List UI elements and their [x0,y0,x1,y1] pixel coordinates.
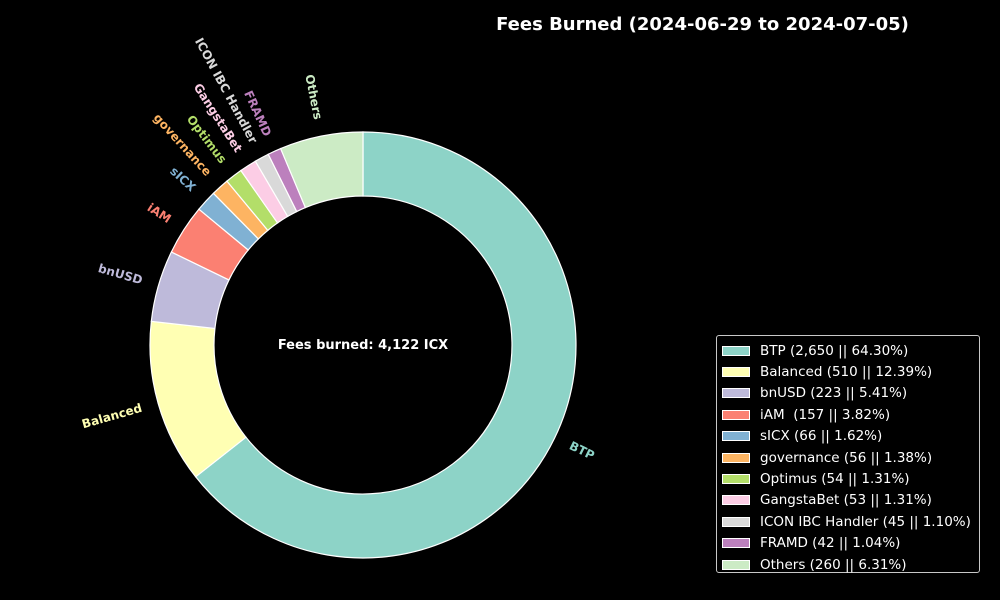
legend-swatch [722,538,750,549]
slice-label-others: Others [302,73,325,121]
legend-label: bnUSD (223 || 5.41%) [760,385,908,402]
legend-swatch [722,559,750,570]
slice-others [279,131,364,209]
legend-label: Others (260 || 6.31%) [760,556,907,573]
legend-item-governance: governance (56 || 1.38%) [722,447,979,468]
legend-swatch [722,388,750,399]
legend-swatch [722,452,750,463]
legend-item-balanced: Balanced (510 || 12.39%) [722,361,979,382]
legend-item-optimus: Optimus (54 || 1.31%) [722,468,979,489]
slice-label-sicx: sICX [167,164,199,195]
legend-label: governance (56 || 1.38%) [760,449,933,466]
legend: BTP (2,650 || 64.30%) Balanced (510 || 12… [716,335,980,573]
legend-swatch [722,516,750,527]
legend-item-icon-ibc-handler: ICON IBC Handler (45 || 1.10%) [722,511,979,532]
legend-label: iAM (157 || 3.82%) [760,406,891,423]
legend-item-sicx: sICX (66 || 1.62%) [722,426,979,447]
legend-item-gangstabet: GangstaBet (53 || 1.31%) [722,490,979,511]
legend-label: Optimus (54 || 1.31%) [760,471,910,488]
slice-btp [194,131,577,559]
legend-label: GangstaBet (53 || 1.31%) [760,492,932,509]
legend-swatch [722,367,750,378]
legend-label: FRAMD (42 || 1.04%) [760,535,901,552]
legend-label: sICX (66 || 1.62%) [760,428,883,445]
legend-swatch [722,409,750,420]
legend-swatch [722,345,750,356]
legend-item-btp: BTP (2,650 || 64.30%) [722,340,979,361]
legend-swatch [722,474,750,485]
slice-label-iam: iAM [145,201,174,226]
center-label: Fees burned: 4,122 ICX [278,338,448,353]
legend-label: Balanced (510 || 12.39%) [760,364,933,381]
legend-item-others: Others (260 || 6.31%) [722,554,979,575]
slice-label-btp: BTP [567,439,597,463]
legend-item-framd: FRAMD (42 || 1.04%) [722,533,979,554]
slice-label-balanced: Balanced [80,401,143,431]
legend-swatch [722,431,750,442]
slice-label-bnusd: bnUSD [97,261,145,287]
legend-label: BTP (2,650 || 64.30%) [760,342,909,359]
legend-label: ICON IBC Handler (45 || 1.10%) [760,513,971,530]
legend-item-bnusd: bnUSD (223 || 5.41%) [722,383,979,404]
donut-slices [149,131,577,559]
legend-swatch [722,495,750,506]
legend-item-iam: iAM (157 || 3.82%) [722,404,979,425]
